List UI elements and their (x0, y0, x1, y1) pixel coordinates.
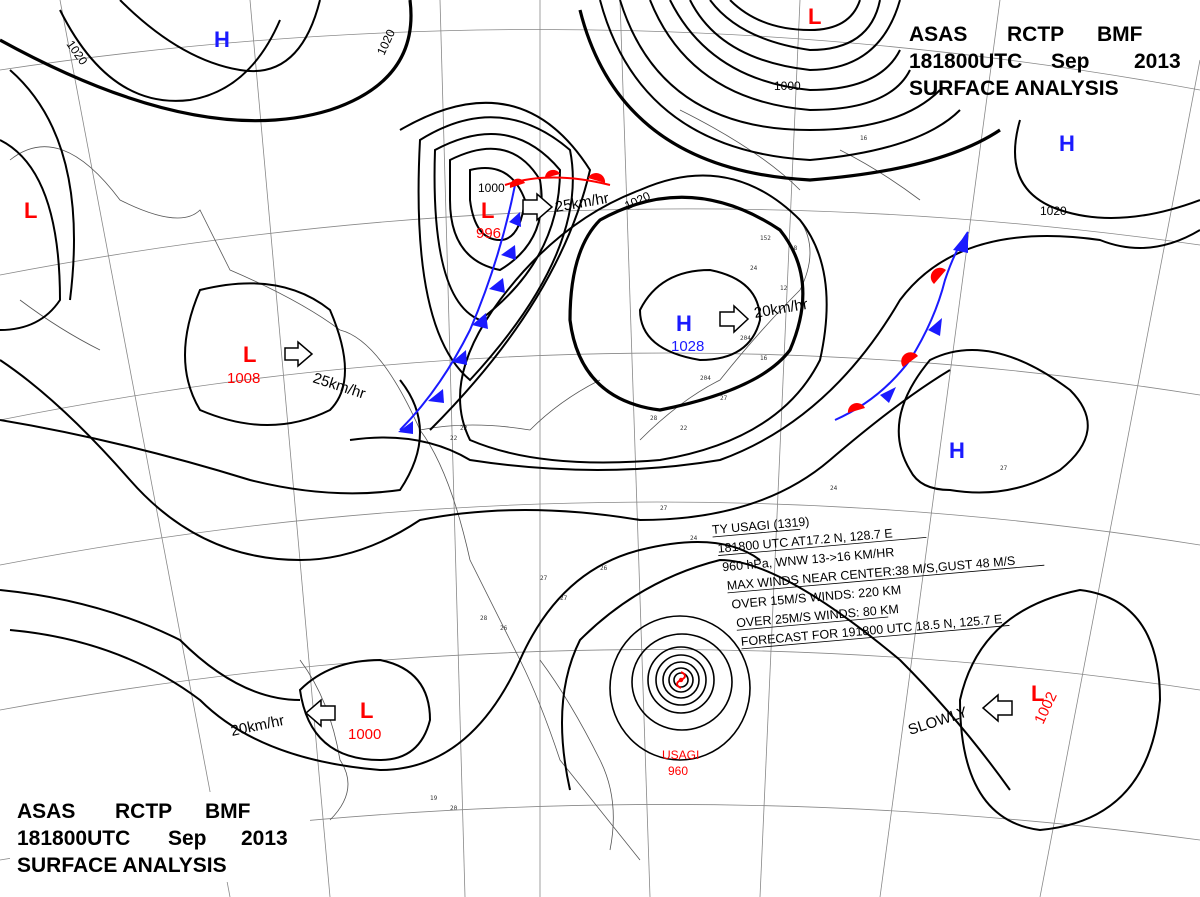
high-east-symbol: H (949, 438, 965, 463)
stationary-front-east (834, 231, 969, 421)
low-front-pressure: 996 (476, 225, 501, 242)
arrow-south-low (304, 698, 336, 728)
header-top-month: Sep (1051, 50, 1090, 73)
header-bottom-agency: ASAS (17, 800, 75, 823)
svg-text:26: 26 (600, 565, 608, 572)
svg-text:22: 22 (460, 425, 468, 432)
isobars (0, 0, 1200, 832)
warm-front-west (504, 169, 611, 188)
typhoon-name-label: USAGI (662, 748, 699, 762)
arrow-se-low (981, 693, 1013, 723)
isobar-label-e: 1020 (1040, 204, 1067, 218)
svg-text:24: 24 (830, 485, 838, 492)
svg-text:152: 152 (760, 235, 771, 242)
header-bottom-station: RCTP (115, 800, 172, 823)
svg-text:26: 26 (500, 625, 508, 632)
low-se-symbol: L (1031, 681, 1044, 706)
svg-text:27: 27 (720, 395, 728, 402)
svg-text:24: 24 (690, 535, 698, 542)
arrow-front-low (522, 192, 554, 222)
low-top-symbol: L (808, 4, 821, 29)
header-top-year: 2013 (1134, 50, 1181, 73)
arrow-china-high (719, 304, 750, 334)
header-top-agency: ASAS (909, 23, 967, 46)
svg-text:22: 22 (450, 435, 458, 442)
header-top-station: RCTP (1007, 23, 1064, 46)
svg-text:27: 27 (540, 575, 548, 582)
svg-text:16: 16 (760, 355, 768, 362)
svg-text:20: 20 (450, 805, 458, 812)
header-bottom-year: 2013 (241, 827, 288, 850)
svg-text:27: 27 (1000, 465, 1008, 472)
isobar-label-c: 1000 (774, 79, 801, 93)
high-top-symbol: H (214, 27, 230, 52)
svg-text:27: 27 (560, 595, 568, 602)
typhoon-center: USAGI 960 (662, 671, 699, 778)
svg-text:12: 12 (780, 285, 788, 292)
svg-text:22: 22 (680, 425, 688, 432)
header-top-title: SURFACE ANALYSIS (909, 77, 1119, 100)
header-top-right: ASAS RCTP BMF 181800UTC Sep 2013 SURFACE… (909, 23, 1181, 100)
svg-text:24: 24 (750, 265, 758, 272)
svg-text:204: 204 (740, 335, 751, 342)
high-china-pressure: 1028 (671, 338, 704, 355)
svg-text:27: 27 (660, 505, 668, 512)
header-bottom-month: Sep (168, 827, 207, 850)
low-mongolia-pressure: 1008 (227, 370, 260, 387)
typhoon-pressure-label: 960 (668, 764, 688, 778)
header-bottom-time: 181800UTC (17, 827, 130, 850)
low-front-symbol: L (481, 198, 494, 223)
arrow-mongolia (284, 340, 314, 368)
svg-text:204: 204 (700, 375, 711, 382)
header-bottom-left: ASAS RCTP BMF 181800UTC Sep 2013 SURFACE… (10, 792, 310, 882)
high-china-symbol: H (676, 311, 692, 336)
svg-text:28: 28 (650, 415, 658, 422)
low-south-pressure: 1000 (348, 726, 381, 743)
motion-arrows (284, 192, 1013, 728)
high-ne-symbol: H (1059, 131, 1075, 156)
svg-text:19: 19 (430, 795, 438, 802)
svg-text:28: 28 (480, 615, 488, 622)
header-top-code: BMF (1097, 23, 1143, 46)
svg-text:16: 16 (860, 135, 868, 142)
cold-front-west (398, 184, 521, 434)
low-south-symbol: L (360, 698, 373, 723)
header-bottom-code: BMF (205, 800, 251, 823)
header-top-time: 181800UTC (909, 50, 1022, 73)
header-bottom-title: SURFACE ANALYSIS (17, 854, 227, 877)
low-mongolia-symbol: L (243, 342, 256, 367)
isobar-label-f: 1000 (478, 181, 505, 195)
low-nw-symbol: L (24, 198, 37, 223)
